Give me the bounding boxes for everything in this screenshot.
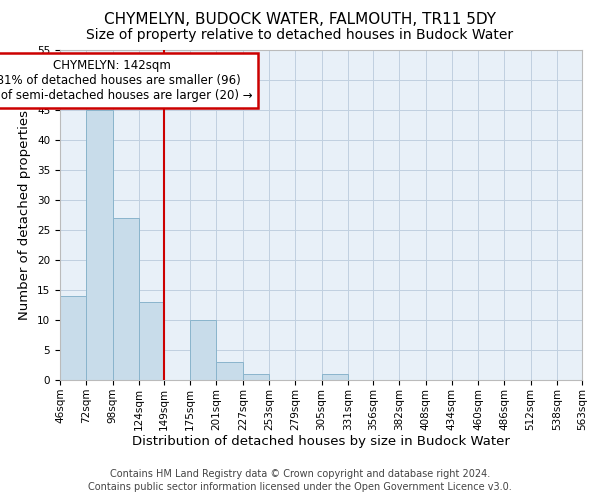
Y-axis label: Number of detached properties: Number of detached properties [19,110,31,320]
Bar [60,296,86,380]
Text: Contains HM Land Registry data © Crown copyright and database right 2024.
Contai: Contains HM Land Registry data © Crown c… [88,470,512,492]
Bar [243,374,269,380]
X-axis label: Distribution of detached houses by size in Budock Water: Distribution of detached houses by size … [132,436,510,448]
Bar [190,320,217,380]
Bar [113,218,139,380]
Text: CHYMELYN: 142sqm
← 81% of detached houses are smaller (96)
17% of semi-detached : CHYMELYN: 142sqm ← 81% of detached house… [0,59,253,102]
Text: Size of property relative to detached houses in Budock Water: Size of property relative to detached ho… [86,28,514,42]
Bar [86,110,113,380]
Text: CHYMELYN, BUDOCK WATER, FALMOUTH, TR11 5DY: CHYMELYN, BUDOCK WATER, FALMOUTH, TR11 5… [104,12,496,28]
Bar [217,362,243,380]
Bar [322,374,348,380]
Bar [139,302,164,380]
